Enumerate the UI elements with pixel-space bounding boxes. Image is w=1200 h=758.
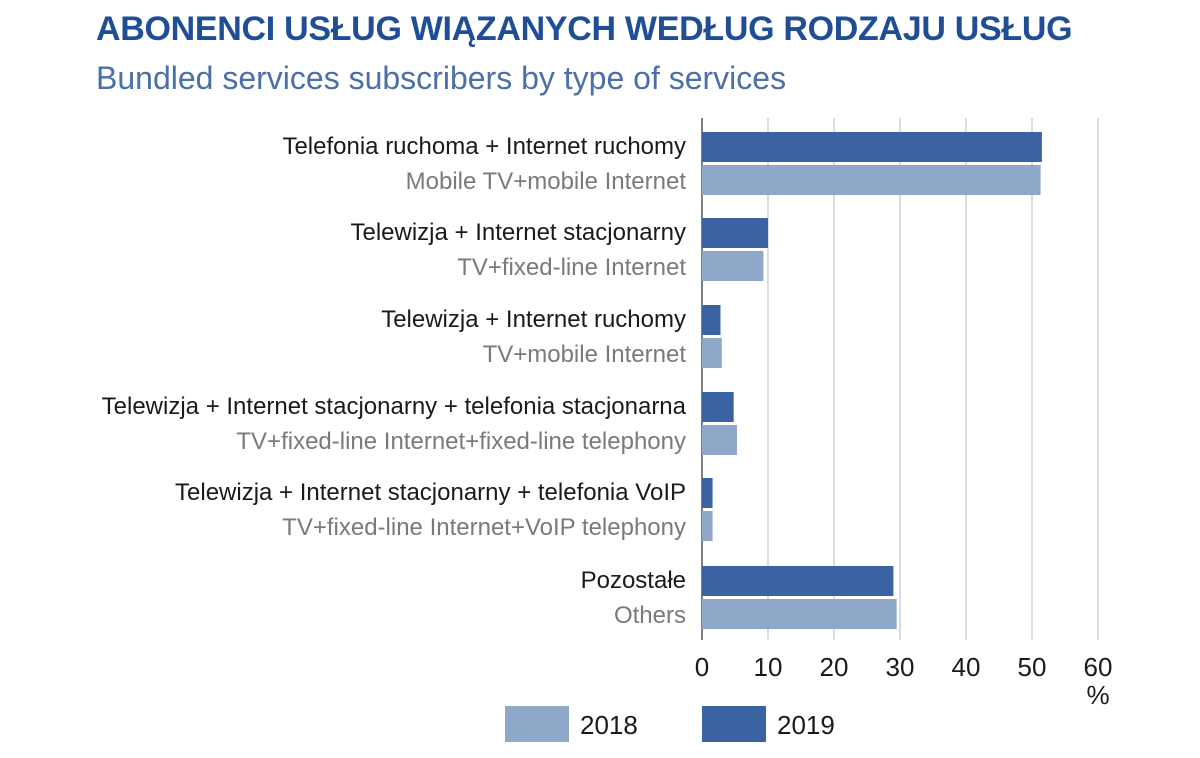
x-tick-label: 60 <box>1084 652 1113 682</box>
x-tick-label: 30 <box>886 652 915 682</box>
legend-label-2019: 2019 <box>777 710 835 740</box>
x-tick-label: 20 <box>820 652 849 682</box>
category-label-en: TV+fixed-line Internet <box>457 254 686 281</box>
x-tick-label: 50 <box>1018 652 1047 682</box>
bar-2018 <box>702 338 722 368</box>
category-label-en: Mobile TV+mobile Internet <box>406 168 687 195</box>
chart-title: ABONENCI USŁUG WIĄZANYCH WEDŁUG RODZAJU … <box>96 10 1073 48</box>
bar-2018 <box>702 165 1041 195</box>
category-label-en: TV+mobile Internet <box>483 341 687 368</box>
legend-swatch-2019 <box>702 706 766 742</box>
category-label-pl: Telewizja + Internet stacjonarny + telef… <box>102 393 687 420</box>
bar-2018 <box>702 425 737 455</box>
bar-2019 <box>702 305 721 335</box>
category-label-en: Others <box>614 602 686 629</box>
bar-2019 <box>702 218 768 248</box>
bar-2019 <box>702 132 1042 162</box>
legend-label-2018: 2018 <box>580 710 638 740</box>
bar-2019 <box>702 478 713 508</box>
bar-2018 <box>702 599 897 629</box>
x-tick-label: 10 <box>754 652 783 682</box>
bar-2018 <box>702 511 713 541</box>
category-label-pl: Pozostałe <box>581 567 686 594</box>
x-axis-unit: % <box>1086 680 1109 710</box>
bar-2018 <box>702 251 764 281</box>
category-label-pl: Telewizja + Internet ruchomy <box>381 306 686 333</box>
x-tick-label: 40 <box>952 652 981 682</box>
category-label-pl: Telewizja + Internet stacjonarny <box>350 219 686 246</box>
category-label-pl: Telefonia ruchoma + Internet ruchomy <box>282 133 686 160</box>
bar-2019 <box>702 566 894 596</box>
chart-subtitle: Bundled services subscribers by type of … <box>96 60 787 96</box>
category-label-pl: Telewizja + Internet stacjonarny + telef… <box>175 479 686 506</box>
bar-2019 <box>702 392 734 422</box>
category-label-en: TV+fixed-line Internet+VoIP telephony <box>282 514 686 541</box>
legend-swatch-2018 <box>505 706 569 742</box>
category-label-en: TV+fixed-line Internet+fixed-line teleph… <box>236 428 686 455</box>
x-tick-label: 0 <box>695 652 709 682</box>
